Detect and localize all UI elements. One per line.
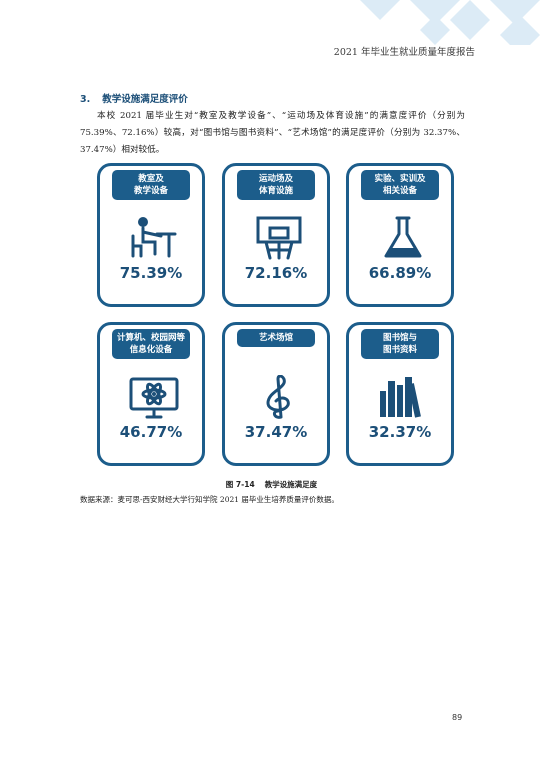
paragraph: 本校 2021 届毕业生对“教室及教学设备”、“运动场及体育设施”的满意度评价（… <box>80 111 465 155</box>
card-label: 实验、实训及 相关设备 <box>361 170 439 200</box>
card: 艺术场馆 37.47% <box>222 322 330 466</box>
card-value: 37.47% <box>244 423 308 441</box>
header-title: 2021 年毕业生就业质量年度报告 <box>333 47 475 58</box>
page-number: 89 <box>452 713 463 722</box>
source-note: 数据来源：麦可思-西安财经大学行知学院 2021 届毕业生培养质量评价数据。 <box>80 495 339 504</box>
card-label: 计算机、校园网等 信息化设备 <box>112 329 190 359</box>
card-label-line: 教室及 <box>138 174 164 184</box>
section-number: 3. <box>80 94 91 105</box>
card-icon <box>380 377 421 418</box>
card-icon <box>256 216 302 260</box>
card-label-line: 实验、实训及 <box>374 174 426 184</box>
section-heading: 3. 教学设施满足度评价 <box>80 91 188 105</box>
card-label-line: 体育设施 <box>258 186 293 196</box>
card-icon <box>384 216 422 258</box>
card: 图书馆与图书资料 32.37% <box>346 322 454 466</box>
card-value: 66.89% <box>368 264 432 282</box>
card-value: 32.37% <box>368 423 432 441</box>
card-value: 46.77% <box>119 423 183 441</box>
card-label: 艺术场馆 <box>237 329 315 347</box>
card: 实验、实训及 相关设备 66.89% <box>346 163 454 307</box>
card-icon <box>266 375 290 419</box>
card: 教室及教学设备 75.39% <box>97 163 205 307</box>
figure-number: 图 7-14 <box>225 480 255 489</box>
card: 运动场及体育设施 72.16% <box>222 163 330 307</box>
card-label: 教室及 教学设备 <box>112 170 190 200</box>
card-value: 75.39% <box>119 264 183 282</box>
header-decoration <box>360 0 540 45</box>
card-label-line: 图书资料 <box>382 345 417 355</box>
card-label-line: 运动场及 <box>258 174 293 184</box>
card-label-line: 艺术场馆 <box>258 333 293 343</box>
section-title: 教学设施满足度评价 <box>102 94 188 105</box>
card-icon <box>131 217 177 258</box>
figure-caption: 图 7-14 教学设施满足度 <box>0 479 543 490</box>
card-value: 72.16% <box>244 264 308 282</box>
card-label-line: 图书馆与 <box>382 333 417 343</box>
card-label: 图书馆与 图书资料 <box>361 329 439 359</box>
card: 计算机、校园网等 信息化设备 46.77% <box>97 322 205 466</box>
card-label-line: 计算机、校园网等 <box>116 333 185 343</box>
card-label-line: 信息化设备 <box>129 345 173 355</box>
card-label: 运动场及 体育设施 <box>237 170 315 200</box>
card-icon <box>129 377 179 419</box>
figure-title: 教学设施满足度 <box>264 480 318 489</box>
card-label-line: 教学设备 <box>133 186 168 196</box>
card-label-line: 相关设备 <box>382 186 417 196</box>
